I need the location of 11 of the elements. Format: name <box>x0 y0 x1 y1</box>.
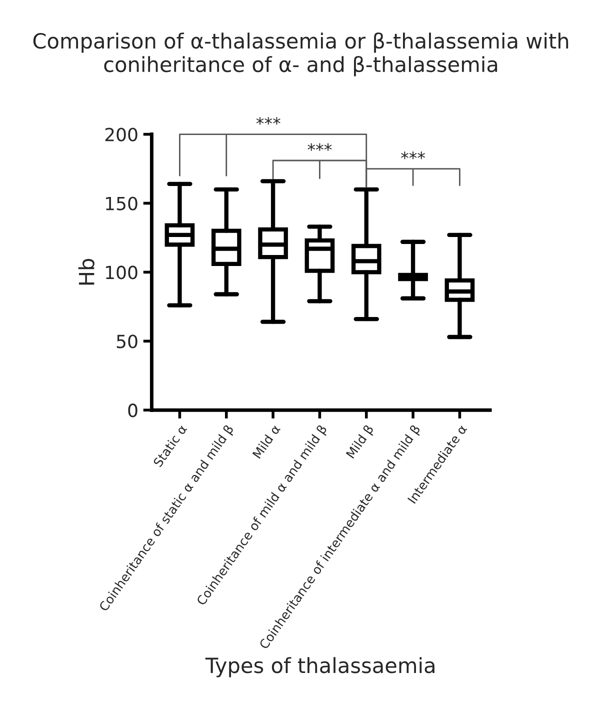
text: *** <box>256 117 280 125</box>
y-tick-label: 150 <box>106 196 138 210</box>
annotation: *** <box>401 152 426 160</box>
x-axis-title: Types of thalassaemia <box>205 657 434 678</box>
y-axis-title: Hb <box>78 258 94 285</box>
annotation: *** <box>308 143 332 151</box>
y-tick-label: 200 <box>105 128 138 142</box>
y-tick-label: 0 <box>128 404 138 418</box>
y-tick-label: 50 <box>116 334 138 348</box>
chart-title: Comparison of α-thalassemia or β-thalassemia with coniheritance of α- and β-thalassemia <box>33 32 568 76</box>
y-tick-label: 100 <box>106 266 138 280</box>
